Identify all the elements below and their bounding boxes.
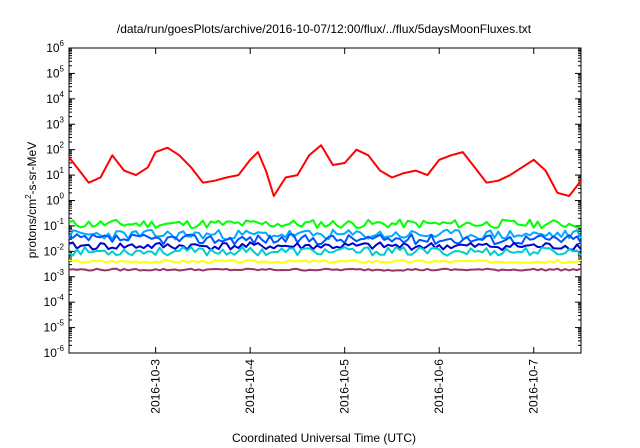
x-axis-label: Coordinated Universal Time (UTC)	[232, 431, 416, 445]
chart-title: /data/run/goesPlots/archive/2016-10-07/1…	[117, 22, 532, 36]
x-tick-label: 2016-10-6	[432, 359, 446, 414]
y-tick-label: 10-2	[44, 242, 65, 258]
y-tick-label: 101	[46, 166, 64, 182]
y-axis-label-rest: -s-sr-MeV	[25, 142, 39, 195]
y-tick-label: 10-4	[44, 293, 65, 309]
plot-frame	[68, 47, 582, 354]
y-tick-label: 106	[46, 39, 64, 55]
series-group	[68, 144, 582, 272]
series-line-3	[68, 233, 582, 246]
y-tick-label: 10-1	[44, 217, 65, 233]
y-tick-label: 105	[46, 64, 64, 80]
x-tick-label: 2016-10-7	[527, 359, 541, 414]
y-tick-label: 104	[46, 90, 64, 106]
y-tick-label: 102	[46, 141, 64, 157]
series-line-0	[68, 144, 582, 197]
series-line-1	[68, 218, 582, 230]
series-line-7	[68, 267, 582, 272]
x-tick-label: 2016-10-3	[149, 359, 163, 414]
y-tick-label: 10-6	[44, 344, 65, 360]
y-tick-label: 100	[46, 192, 64, 208]
series-line-6	[68, 259, 582, 264]
series-line-4	[68, 241, 582, 251]
y-tick-label: 10-5	[44, 319, 65, 335]
y-axis-ticks: 10-6 10-5 10-4 10-3 10-2 10-1 100 101 102 103 104 1…	[44, 39, 581, 360]
y-axis-label: protons/cm2-s-sr-MeV	[24, 142, 39, 258]
series-line-5	[68, 246, 582, 257]
x-tick-label: 2016-10-5	[338, 359, 352, 414]
series-line-2	[68, 228, 582, 241]
y-tick-label: 103	[46, 115, 64, 131]
x-axis-ticks: 2016-10-3 2016-10-4 2016-10-5 2016-10-6 2016…	[149, 48, 541, 414]
x-tick-label: 2016-10-4	[243, 359, 257, 414]
y-axis-label-base: protons/cm	[25, 199, 39, 258]
y-axis-label-sup: 2	[24, 194, 33, 199]
y-tick-label: 10-3	[44, 268, 65, 284]
